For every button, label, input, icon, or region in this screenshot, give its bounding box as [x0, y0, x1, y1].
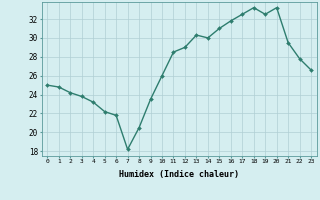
X-axis label: Humidex (Indice chaleur): Humidex (Indice chaleur): [119, 170, 239, 179]
